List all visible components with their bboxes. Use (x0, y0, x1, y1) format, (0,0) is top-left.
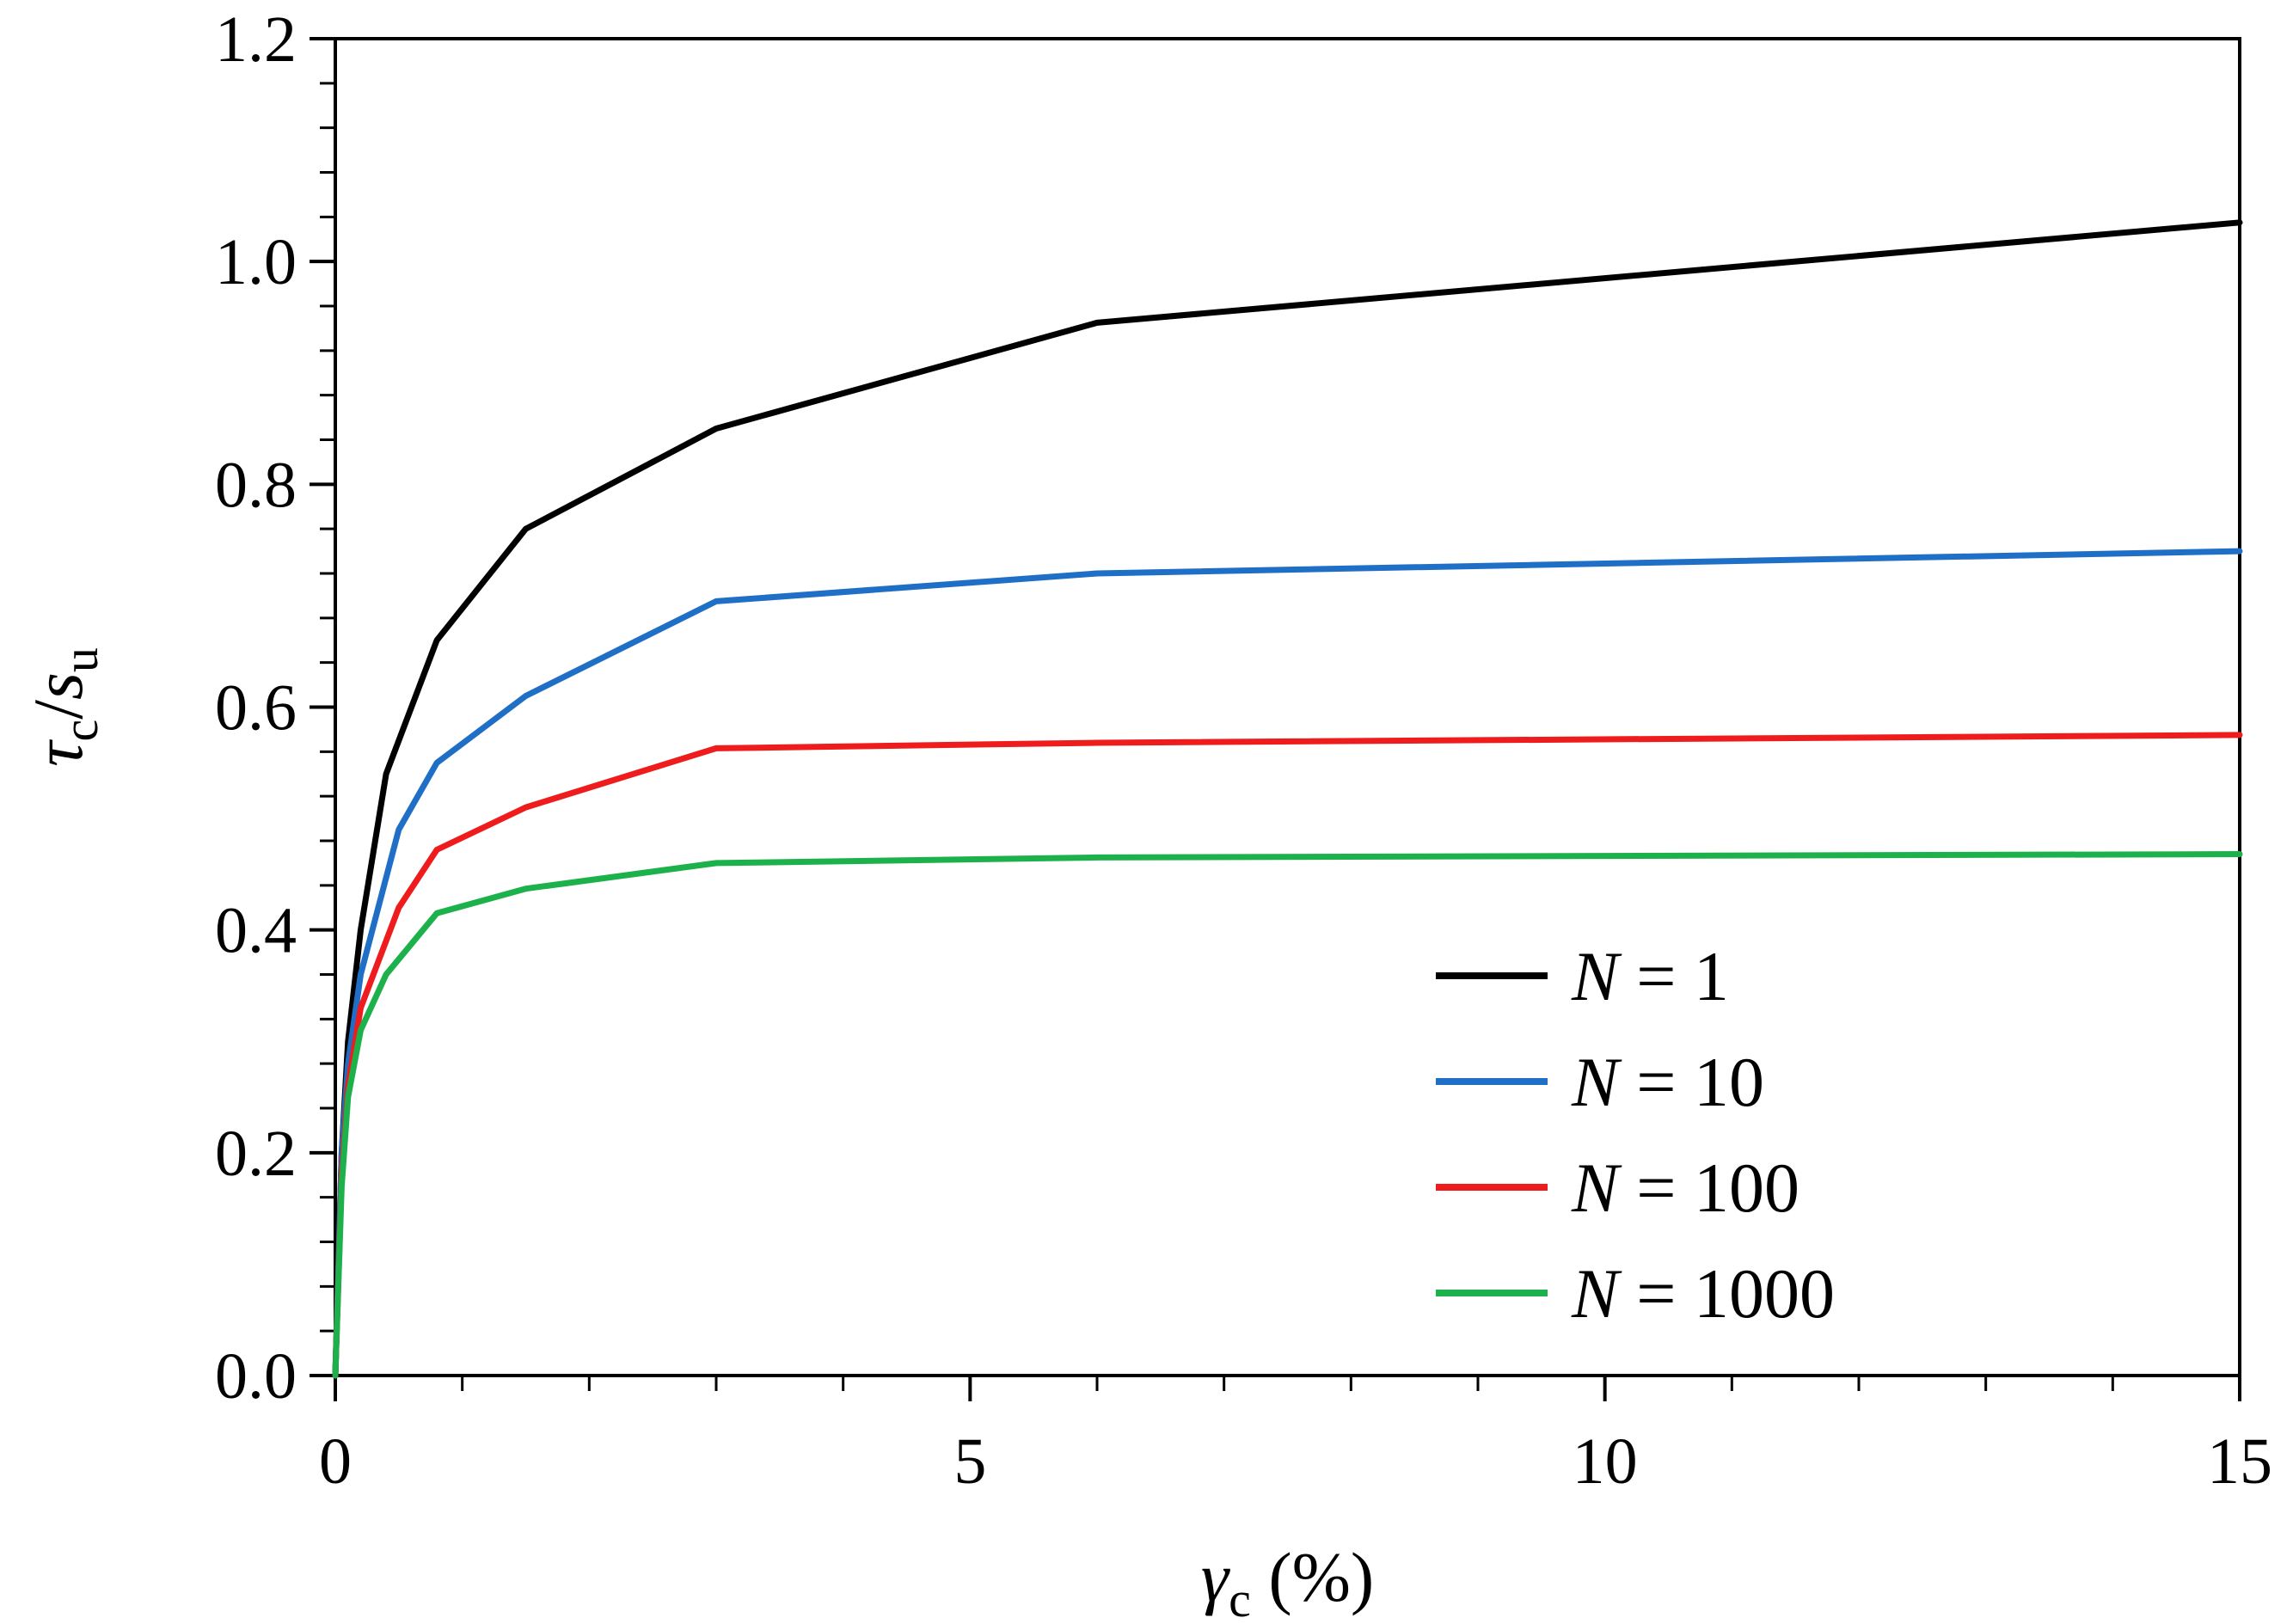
y-tick-label: 0.2 (215, 1118, 297, 1190)
y-axis-symbol-numerator: τ (19, 739, 97, 767)
y-axis-subscript-denominator: u (52, 647, 108, 672)
y-axis-title: τc/su (19, 647, 108, 767)
legend-label: N = 1000 (1571, 1254, 1835, 1333)
series-line-n-1 (335, 223, 2240, 1376)
y-axis-ticks: 0.0 0.2 0.4 0.6 0.8 1.0 1.2 (215, 3, 335, 1413)
legend: N = 1 N = 10 N = 100 N = 1000 (1436, 937, 1835, 1333)
series-layer (335, 223, 2240, 1376)
y-tick-label: 1.0 (215, 226, 297, 298)
series-line-n-1000 (335, 855, 2240, 1376)
x-axis-ticks: 0 5 10 15 (319, 1376, 2272, 1498)
y-tick-label: 0.4 (215, 895, 297, 967)
x-axis-subscript: c (1229, 1572, 1251, 1624)
x-axis-symbol: γ (1201, 1538, 1231, 1616)
y-axis-subscript-numerator: c (52, 720, 108, 742)
x-axis-title: γc (%) (1201, 1538, 1374, 1624)
legend-label: N = 10 (1571, 1043, 1764, 1121)
y-axis-slash: / (19, 700, 97, 720)
y-tick-label: 0.0 (215, 1340, 297, 1413)
series-line-n-10 (335, 551, 2240, 1376)
y-tick-label: 0.8 (215, 449, 297, 521)
plot-frame (335, 39, 2240, 1376)
legend-label: N = 1 (1571, 937, 1729, 1015)
y-tick-label: 0.6 (215, 672, 297, 745)
x-tick-label: 10 (1573, 1425, 1638, 1498)
x-tick-label: 15 (2207, 1425, 2272, 1498)
y-axis-symbol-denominator: s (19, 672, 97, 700)
line-chart: 0.0 0.2 0.4 0.6 0.8 1.0 1.2 0 5 10 15 N = 1 N = 10… (0, 0, 2293, 1624)
chart-container: 0.0 0.2 0.4 0.6 0.8 1.0 1.2 0 5 10 15 N = 1 N = 10… (0, 0, 2293, 1624)
plot-border (335, 39, 2240, 1376)
x-tick-label: 5 (953, 1425, 986, 1498)
x-tick-label: 0 (319, 1425, 352, 1498)
legend-label: N = 100 (1571, 1149, 1799, 1227)
y-tick-label: 1.2 (215, 3, 297, 76)
series-line-n-100 (335, 735, 2240, 1376)
x-axis-unit: (%) (1251, 1538, 1374, 1616)
